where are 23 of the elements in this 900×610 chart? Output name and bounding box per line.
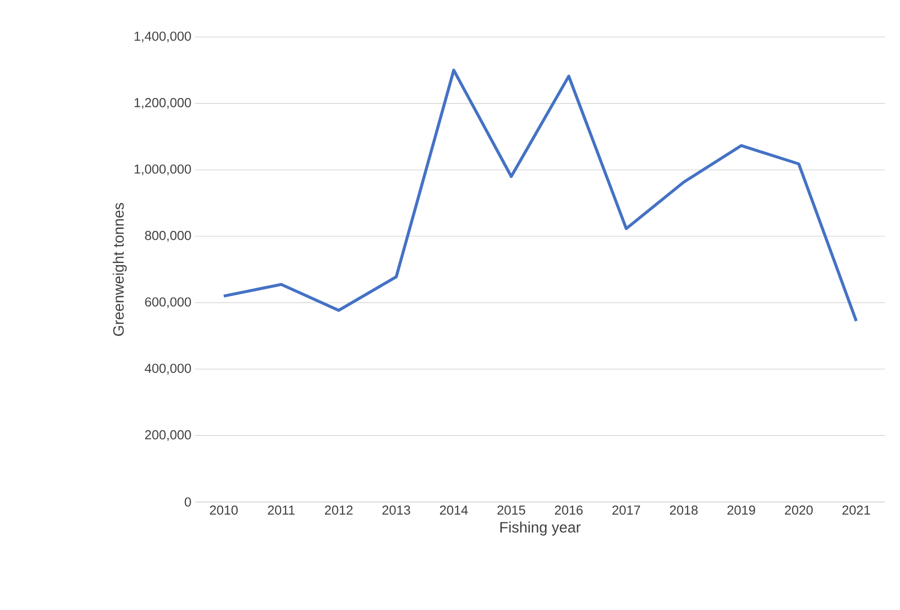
x-tick-label: 2014 [440, 506, 468, 515]
y-tick-label: 1,200,000 [134, 98, 191, 109]
x-tick-label: 2013 [382, 506, 410, 515]
x-tick-label: 2011 [268, 506, 295, 515]
x-tick-label: 2019 [727, 506, 756, 515]
x-tick-label: 2017 [612, 506, 640, 515]
y-tick-label: 800,000 [145, 230, 191, 242]
line-series [222, 68, 858, 322]
x-tick-label: 2020 [784, 506, 813, 515]
y-tick-label: 200,000 [145, 430, 191, 441]
y-tick-label: 600,000 [145, 297, 191, 308]
x-tick-label: 2010 [210, 506, 238, 515]
x-tick-label: 2021 [842, 506, 870, 515]
y-tick-label: 0 [184, 497, 191, 507]
x-tick-label: 2016 [554, 506, 583, 515]
x-axis-title: Fishing year [500, 522, 581, 536]
y-tick-label: 400,000 [144, 364, 191, 374]
y-axis-title: Greenweight tonnes [112, 202, 127, 336]
x-tick-label: 2018 [670, 506, 698, 515]
x-tick-label: 2015 [497, 506, 526, 515]
y-tick-label: 1,000,000 [134, 164, 191, 176]
y-tick-label: 1,400,000 [134, 32, 191, 42]
x-tick-label: 2012 [324, 506, 353, 515]
